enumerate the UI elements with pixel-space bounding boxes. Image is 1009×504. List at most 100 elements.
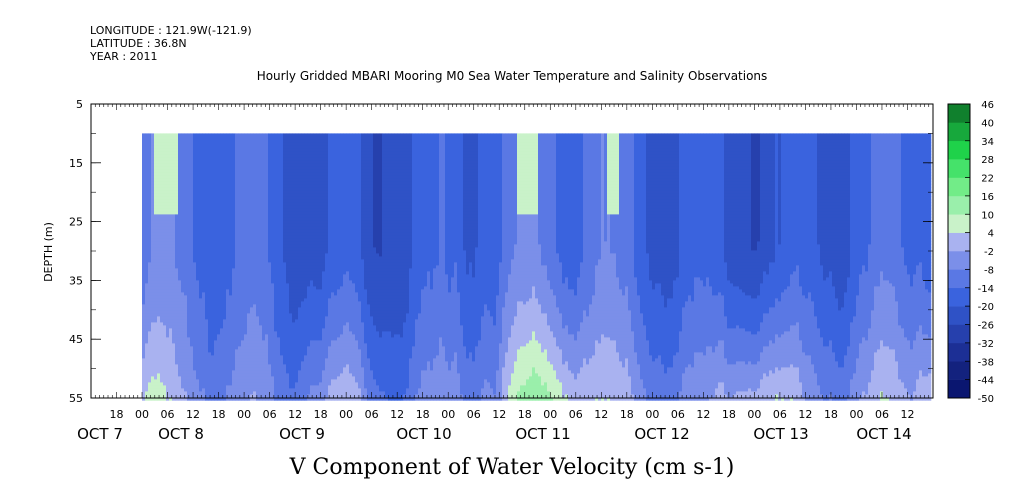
heatmap-cell: [142, 370, 146, 374]
heatmap-cell: [307, 310, 311, 314]
heatmap-cell: [238, 286, 242, 290]
heatmap-cell: [280, 229, 284, 233]
heatmap-cell: [202, 148, 206, 152]
heatmap-cell: [220, 205, 224, 209]
heatmap-cell: [241, 217, 245, 221]
heatmap-cell: [154, 241, 158, 245]
heatmap-cell: [217, 163, 221, 167]
heatmap-cell: [265, 340, 269, 344]
heatmap-cell: [208, 265, 212, 269]
heatmap-cell: [235, 238, 239, 242]
heatmap-cell: [295, 235, 299, 239]
heatmap-cell: [205, 187, 209, 191]
heatmap-cell: [250, 265, 254, 269]
heatmap-cell: [214, 256, 218, 260]
heatmap-cell: [178, 253, 182, 257]
heatmap-cell: [214, 145, 218, 149]
heatmap-cell: [280, 199, 284, 203]
heatmap-cell: [247, 268, 251, 272]
heatmap-cell: [289, 205, 293, 209]
heatmap-cell: [238, 364, 242, 368]
heatmap-cell: [241, 190, 245, 194]
heatmap-cell: [184, 382, 188, 386]
heatmap-cell: [262, 388, 266, 392]
heatmap-cell: [175, 208, 179, 212]
heatmap-cell: [145, 169, 149, 173]
heatmap-cell: [250, 238, 254, 242]
heatmap-cell: [250, 172, 254, 176]
heatmap-cell: [247, 157, 251, 161]
heatmap-cell: [187, 340, 191, 344]
heatmap-cell: [187, 292, 191, 296]
heatmap-cell: [196, 355, 200, 359]
heatmap-cell: [262, 283, 266, 287]
heatmap-cell: [208, 250, 212, 254]
heatmap-cell: [178, 319, 182, 323]
heatmap-cell: [232, 295, 236, 299]
heatmap-cell: [256, 148, 260, 152]
heatmap-cell: [298, 286, 302, 290]
heatmap-cell: [274, 157, 278, 161]
heatmap-cell: [172, 277, 176, 281]
heatmap-cell: [160, 250, 164, 254]
heatmap-cell: [262, 391, 266, 395]
heatmap-cell: [274, 262, 278, 266]
heatmap-cell: [292, 268, 296, 272]
heatmap-cell: [226, 229, 230, 233]
heatmap-cell: [235, 172, 239, 176]
heatmap-cell: [301, 202, 305, 206]
heatmap-cell: [211, 166, 215, 170]
heatmap-cell: [247, 196, 251, 200]
heatmap-cell: [241, 241, 245, 245]
heatmap-cell: [166, 310, 170, 314]
heatmap-cell: [169, 280, 173, 284]
heatmap-cell: [193, 349, 197, 353]
heatmap-cell: [172, 145, 176, 149]
heatmap-cell: [199, 298, 203, 302]
heatmap-cell: [163, 223, 167, 227]
heatmap-cell: [193, 331, 197, 335]
heatmap-cell: [250, 367, 254, 371]
heatmap-cell: [193, 142, 197, 146]
heatmap-cell: [193, 295, 197, 299]
heatmap-cell: [301, 322, 305, 326]
heatmap-cell: [205, 247, 209, 251]
heatmap-cell: [154, 343, 158, 347]
heatmap-cell: [226, 196, 230, 200]
heatmap-cell: [172, 184, 176, 188]
heatmap-cell: [259, 166, 263, 170]
heatmap-cell: [241, 316, 245, 320]
heatmap-cell: [256, 388, 260, 392]
heatmap-cell: [181, 139, 185, 143]
heatmap-cell: [292, 310, 296, 314]
heatmap-cell: [217, 259, 221, 263]
heatmap-cell: [250, 160, 254, 164]
heatmap-cell: [190, 241, 194, 245]
heatmap-cell: [253, 343, 257, 347]
heatmap-cell: [292, 172, 296, 176]
heatmap-cell: [262, 217, 266, 221]
heatmap-cell: [271, 358, 275, 362]
heatmap-cell: [226, 214, 230, 218]
heatmap-cell: [271, 391, 275, 395]
heatmap-cell: [220, 235, 224, 239]
heatmap-cell: [154, 328, 158, 332]
heatmap-cell: [187, 148, 191, 152]
heatmap-cell: [235, 355, 239, 359]
heatmap-cell: [196, 220, 200, 224]
heatmap-cell: [262, 172, 266, 176]
heatmap-cell: [304, 274, 308, 278]
heatmap-cell: [229, 343, 233, 347]
heatmap-cell: [154, 190, 158, 194]
heatmap-cell: [175, 145, 179, 149]
heatmap-cell: [151, 367, 155, 371]
heatmap-cell: [187, 226, 191, 230]
heatmap-cell: [259, 289, 263, 293]
heatmap-cell: [217, 322, 221, 326]
heatmap-cell: [271, 292, 275, 296]
heatmap-cell: [193, 397, 197, 401]
heatmap-cell: [163, 178, 167, 182]
heatmap-cell: [217, 286, 221, 290]
heatmap-cell: [274, 217, 278, 221]
heatmap-cell: [268, 361, 272, 365]
